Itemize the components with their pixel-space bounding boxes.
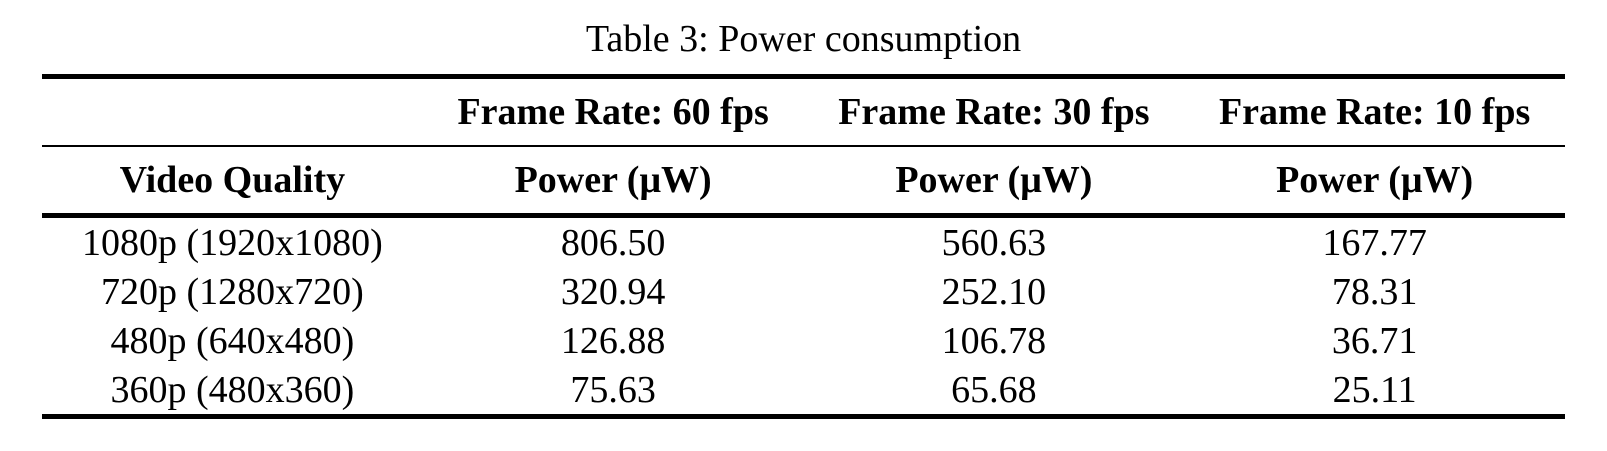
power-value-cell: 252.10 (941, 270, 1047, 313)
power-value-cell: 167.77 (1322, 221, 1427, 264)
column-header-power-30fps: Power (μW) (895, 159, 1093, 201)
video-quality-cell: 480p (640x480) (110, 319, 355, 362)
video-quality-cell: 720p (1280x720) (100, 270, 364, 313)
table-row-360p: 360p (480x360) 75.63 65.68 25.11 (42, 365, 1565, 414)
group-header-row: Frame Rate: 60 fps Frame Rate: 30 fps Fr… (42, 79, 1565, 145)
table-caption: Table 3: Power consumption (585, 18, 1022, 60)
power-value-cell: 36.71 (1331, 319, 1418, 362)
column-header-video-quality: Video Quality (119, 159, 346, 201)
table-row-720p: 720p (1280x720) 320.94 252.10 78.31 (42, 267, 1565, 316)
column-header-power-10fps: Power (μW) (1276, 159, 1474, 201)
power-value-cell: 560.63 (941, 221, 1047, 264)
group-header-empty-cell (42, 79, 423, 145)
power-value-cell: 78.31 (1331, 270, 1418, 313)
group-header-rule (42, 145, 1565, 147)
column-header-row: Video Quality Power (μW) Power (μW) Powe… (42, 147, 1565, 213)
power-value-cell: 806.50 (560, 221, 666, 264)
power-value-cell: 126.88 (560, 319, 666, 362)
table-row-480p: 480p (640x480) 126.88 106.78 36.71 (42, 316, 1565, 365)
power-value-cell: 25.11 (1332, 368, 1417, 411)
video-quality-cell: 1080p (1920x1080) (81, 221, 383, 264)
group-header-30fps: Frame Rate: 30 fps (838, 91, 1150, 133)
power-value-cell: 106.78 (941, 319, 1047, 362)
group-header-60fps: Frame Rate: 60 fps (457, 91, 769, 133)
bottom-rule (42, 414, 1565, 419)
top-rule (42, 74, 1565, 79)
table-row-1080p: 1080p (1920x1080) 806.50 560.63 167.77 (42, 218, 1565, 267)
power-value-cell: 320.94 (560, 270, 666, 313)
power-value-cell: 65.68 (951, 368, 1037, 411)
column-header-power-60fps: Power (μW) (514, 159, 712, 201)
group-header-10fps: Frame Rate: 10 fps (1218, 91, 1531, 133)
video-quality-cell: 360p (480x360) (110, 368, 355, 411)
header-body-rule (42, 213, 1565, 218)
power-consumption-table: Frame Rate: 60 fps Frame Rate: 30 fps Fr… (42, 74, 1565, 419)
power-value-cell: 75.63 (570, 368, 656, 411)
